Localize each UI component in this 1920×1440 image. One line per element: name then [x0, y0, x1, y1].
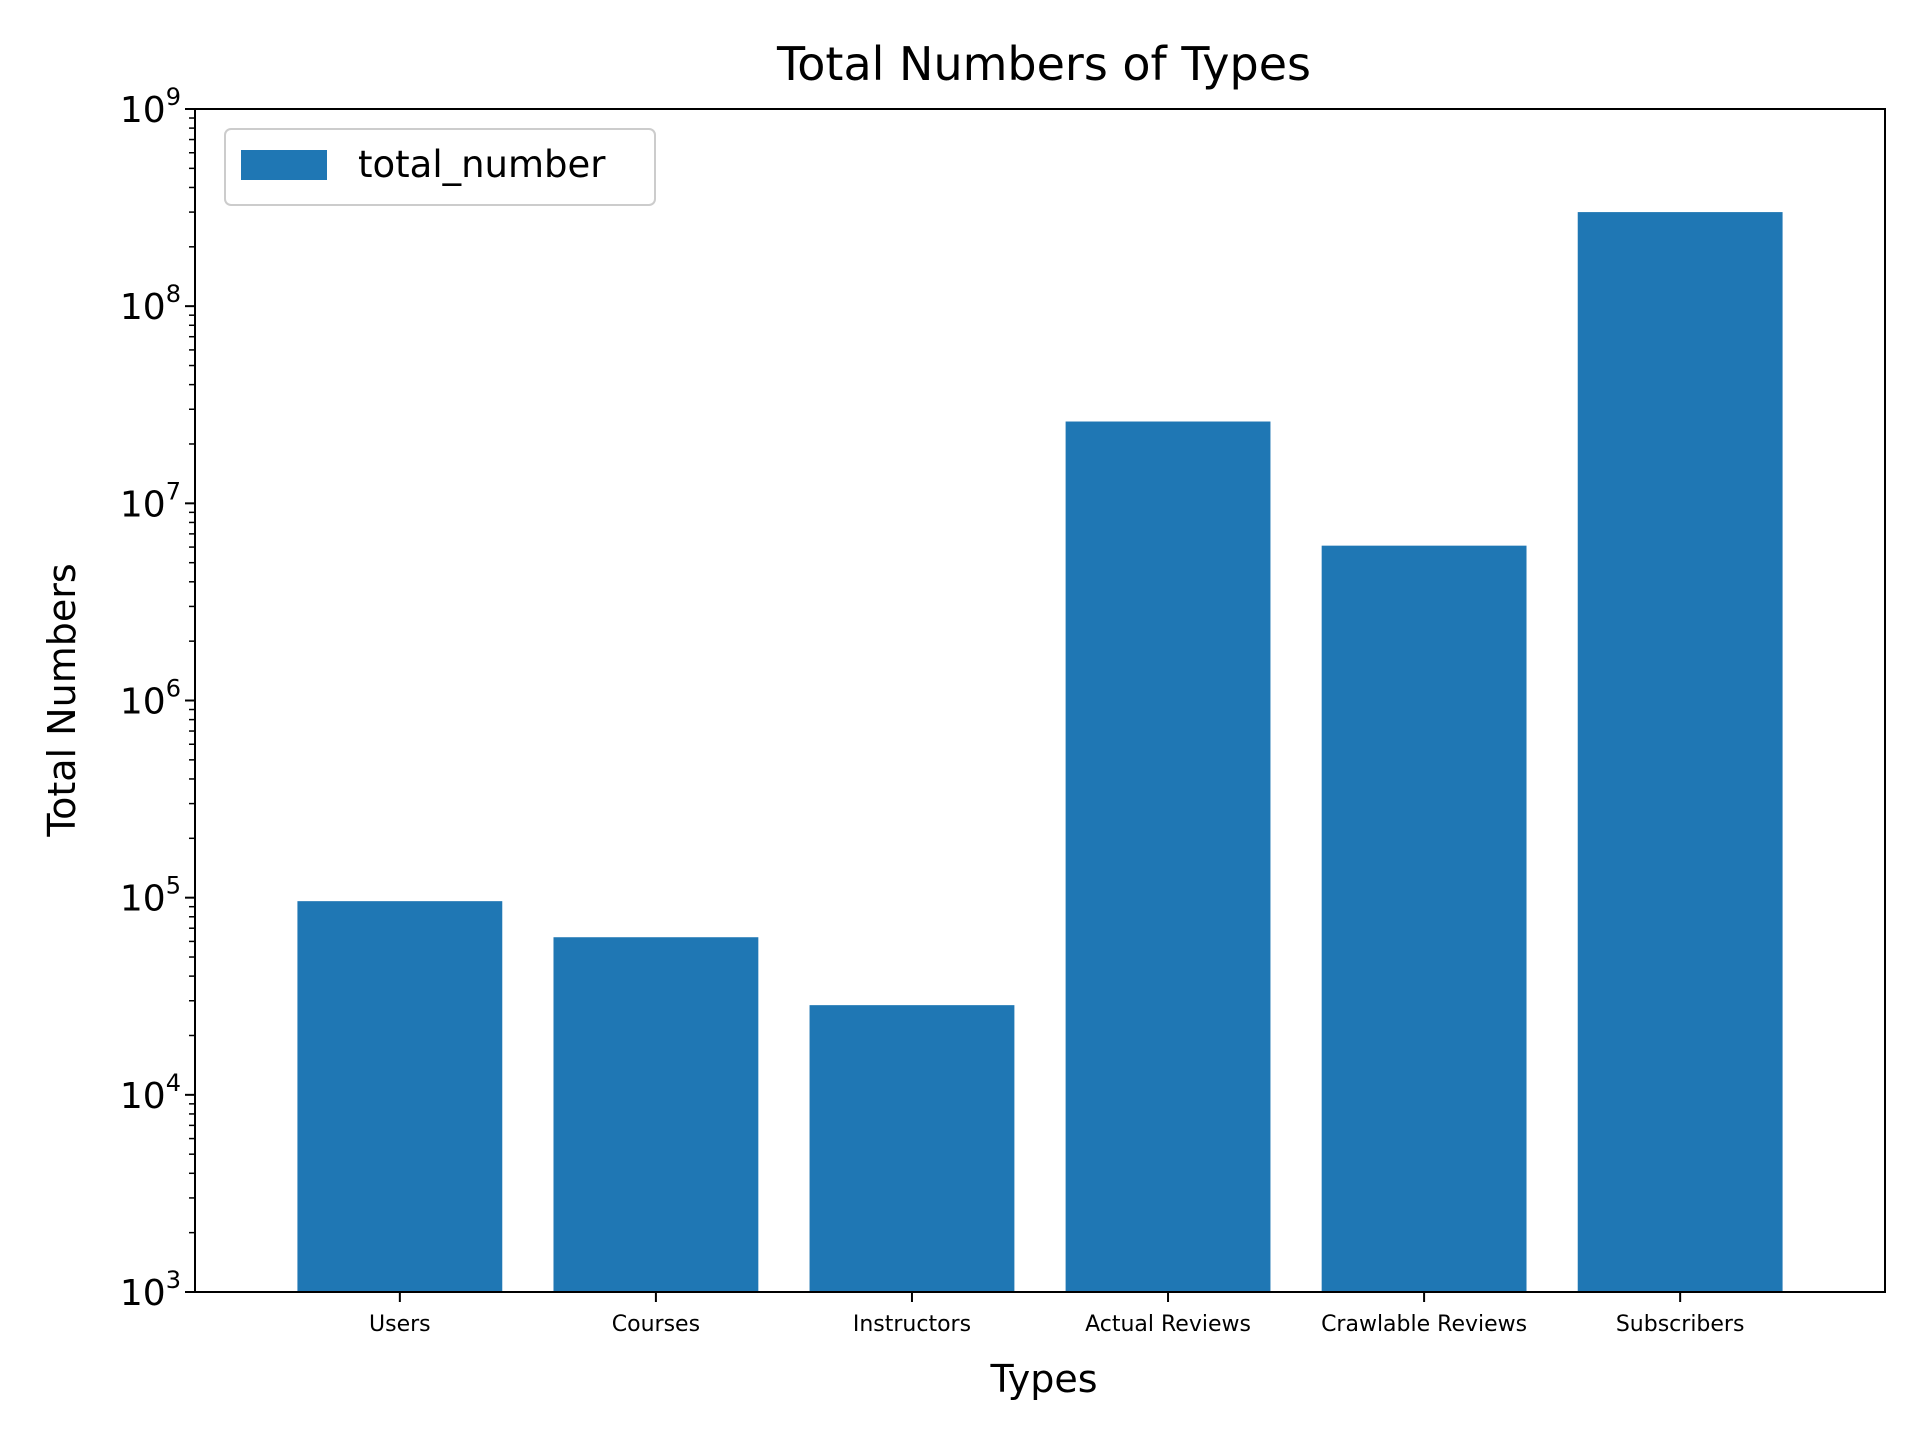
bar-crawlable-reviews	[1321, 545, 1527, 1292]
x-tick-label: Crawlable Reviews	[1321, 1312, 1527, 1337]
x-tick-label: Instructors	[853, 1312, 971, 1337]
bars-group	[297, 212, 1783, 1293]
bar-courses	[553, 937, 759, 1292]
x-tick-label: Actual Reviews	[1085, 1312, 1251, 1337]
y-tick-label: 109	[120, 83, 181, 131]
bar-instructors	[809, 1005, 1015, 1292]
legend-label: total_number	[358, 143, 606, 186]
plot-frame	[194, 108, 1886, 1293]
bar-users	[297, 901, 503, 1292]
bar-subscribers	[1577, 212, 1783, 1293]
x-tick-label: Users	[369, 1312, 431, 1337]
y-tick-label: 104	[120, 1069, 181, 1117]
bar-actual-reviews	[1065, 421, 1271, 1293]
y-axis-label: Total Numbers	[40, 563, 84, 837]
y-tick-label: 107	[120, 477, 181, 525]
ticks-group: Users Courses Instructors Actual Reviews Cra…	[120, 83, 1745, 1337]
x-axis-label: Types	[989, 1357, 1097, 1401]
chart-title: Total Numbers of Types	[776, 37, 1311, 91]
legend-box	[224, 128, 656, 206]
x-tick-label: Subscribers	[1616, 1312, 1745, 1337]
y-tick-label: 106	[120, 675, 181, 723]
y-tick-label: 105	[120, 872, 181, 920]
legend-swatch	[241, 150, 327, 180]
y-tick-label: 103	[120, 1266, 181, 1314]
y-tick-label: 108	[120, 280, 181, 328]
x-tick-label: Courses	[612, 1312, 700, 1337]
legend: total_number	[224, 128, 656, 206]
